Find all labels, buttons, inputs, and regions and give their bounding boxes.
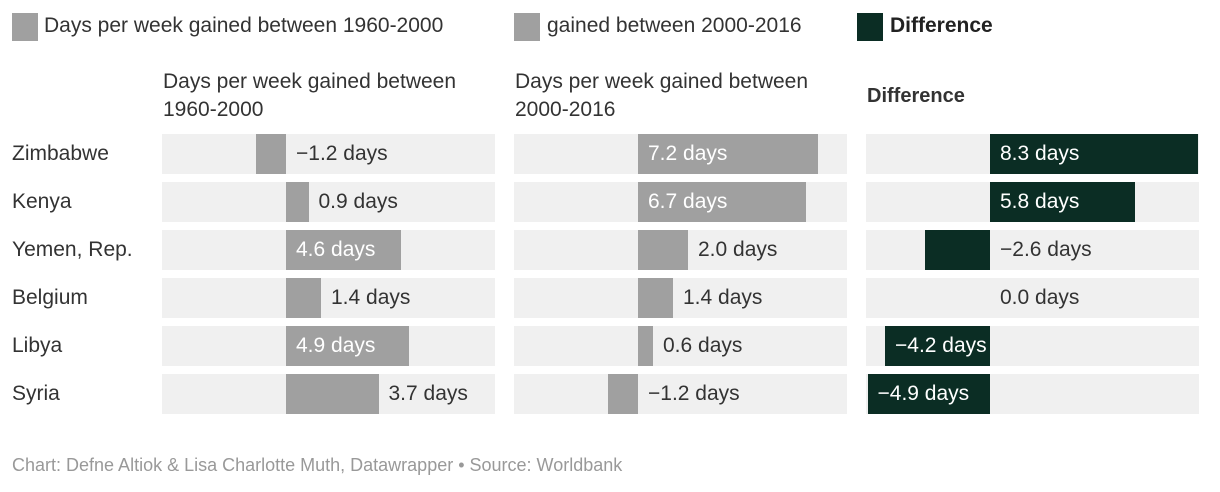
- value-label: 4.6 days: [296, 238, 376, 261]
- bar: [925, 230, 990, 270]
- row-label: Kenya: [12, 190, 72, 213]
- value-label: 6.7 days: [648, 190, 728, 213]
- value-label: 0.6 days: [663, 334, 743, 357]
- row-background: [866, 278, 1199, 318]
- legend-label: gained between 2000-2016: [547, 14, 802, 37]
- bar: [286, 374, 379, 414]
- value-label: 0.0 days: [1000, 286, 1080, 309]
- bar: [638, 326, 653, 366]
- value-label: 1.4 days: [331, 286, 411, 309]
- row-background: [514, 278, 847, 318]
- column-header: Days per week gained between 2000-2016: [515, 70, 809, 121]
- legend-label: Days per week gained between 1960-2000: [44, 14, 444, 37]
- row-background: [514, 374, 847, 414]
- row-label: Libya: [12, 334, 63, 357]
- value-label: 4.9 days: [296, 334, 376, 357]
- bar: [286, 326, 409, 366]
- bar: [286, 230, 401, 270]
- row-label: Yemen, Rep.: [12, 238, 133, 261]
- row-label: Zimbabwe: [12, 142, 109, 165]
- legend-swatch: [857, 13, 883, 41]
- bar: [885, 326, 990, 366]
- value-label: 1.4 days: [683, 286, 763, 309]
- bar: [638, 278, 673, 318]
- bar: [608, 374, 638, 414]
- bar: [638, 134, 818, 174]
- row-background: [514, 326, 847, 366]
- footer: Chart: Defne Altiok & Lisa Charlotte Mut…: [12, 455, 623, 475]
- legend-label: Difference: [890, 14, 993, 37]
- bar: [286, 182, 309, 222]
- value-label: 8.3 days: [1000, 142, 1080, 165]
- legend-swatch: [12, 13, 38, 41]
- value-label: 2.0 days: [698, 238, 778, 261]
- value-label: 3.7 days: [388, 382, 468, 405]
- row-background: [162, 278, 495, 318]
- value-label: −4.2 days: [895, 334, 987, 357]
- bar: [990, 182, 1135, 222]
- bar: [990, 134, 1198, 174]
- value-label: −2.6 days: [1000, 238, 1092, 261]
- bar: [286, 278, 321, 318]
- column-header: Days per week gained between 1960-2000: [163, 70, 457, 121]
- bar: [638, 230, 688, 270]
- legend-swatch: [514, 13, 540, 41]
- value-label: −1.2 days: [296, 142, 388, 165]
- column-header: Difference: [867, 85, 965, 107]
- row-label: Syria: [12, 382, 60, 405]
- value-label: −1.2 days: [648, 382, 740, 405]
- bar: [867, 374, 990, 414]
- value-label: −4.9 days: [877, 382, 970, 405]
- row-background: [866, 230, 1199, 270]
- bar: [638, 182, 806, 222]
- value-label: 5.8 days: [1000, 190, 1080, 213]
- row-background: [162, 182, 495, 222]
- row-label: Belgium: [12, 286, 88, 309]
- value-label: 7.2 days: [648, 142, 728, 165]
- bar: [256, 134, 286, 174]
- row-background: [162, 134, 495, 174]
- value-label: 0.9 days: [318, 190, 398, 213]
